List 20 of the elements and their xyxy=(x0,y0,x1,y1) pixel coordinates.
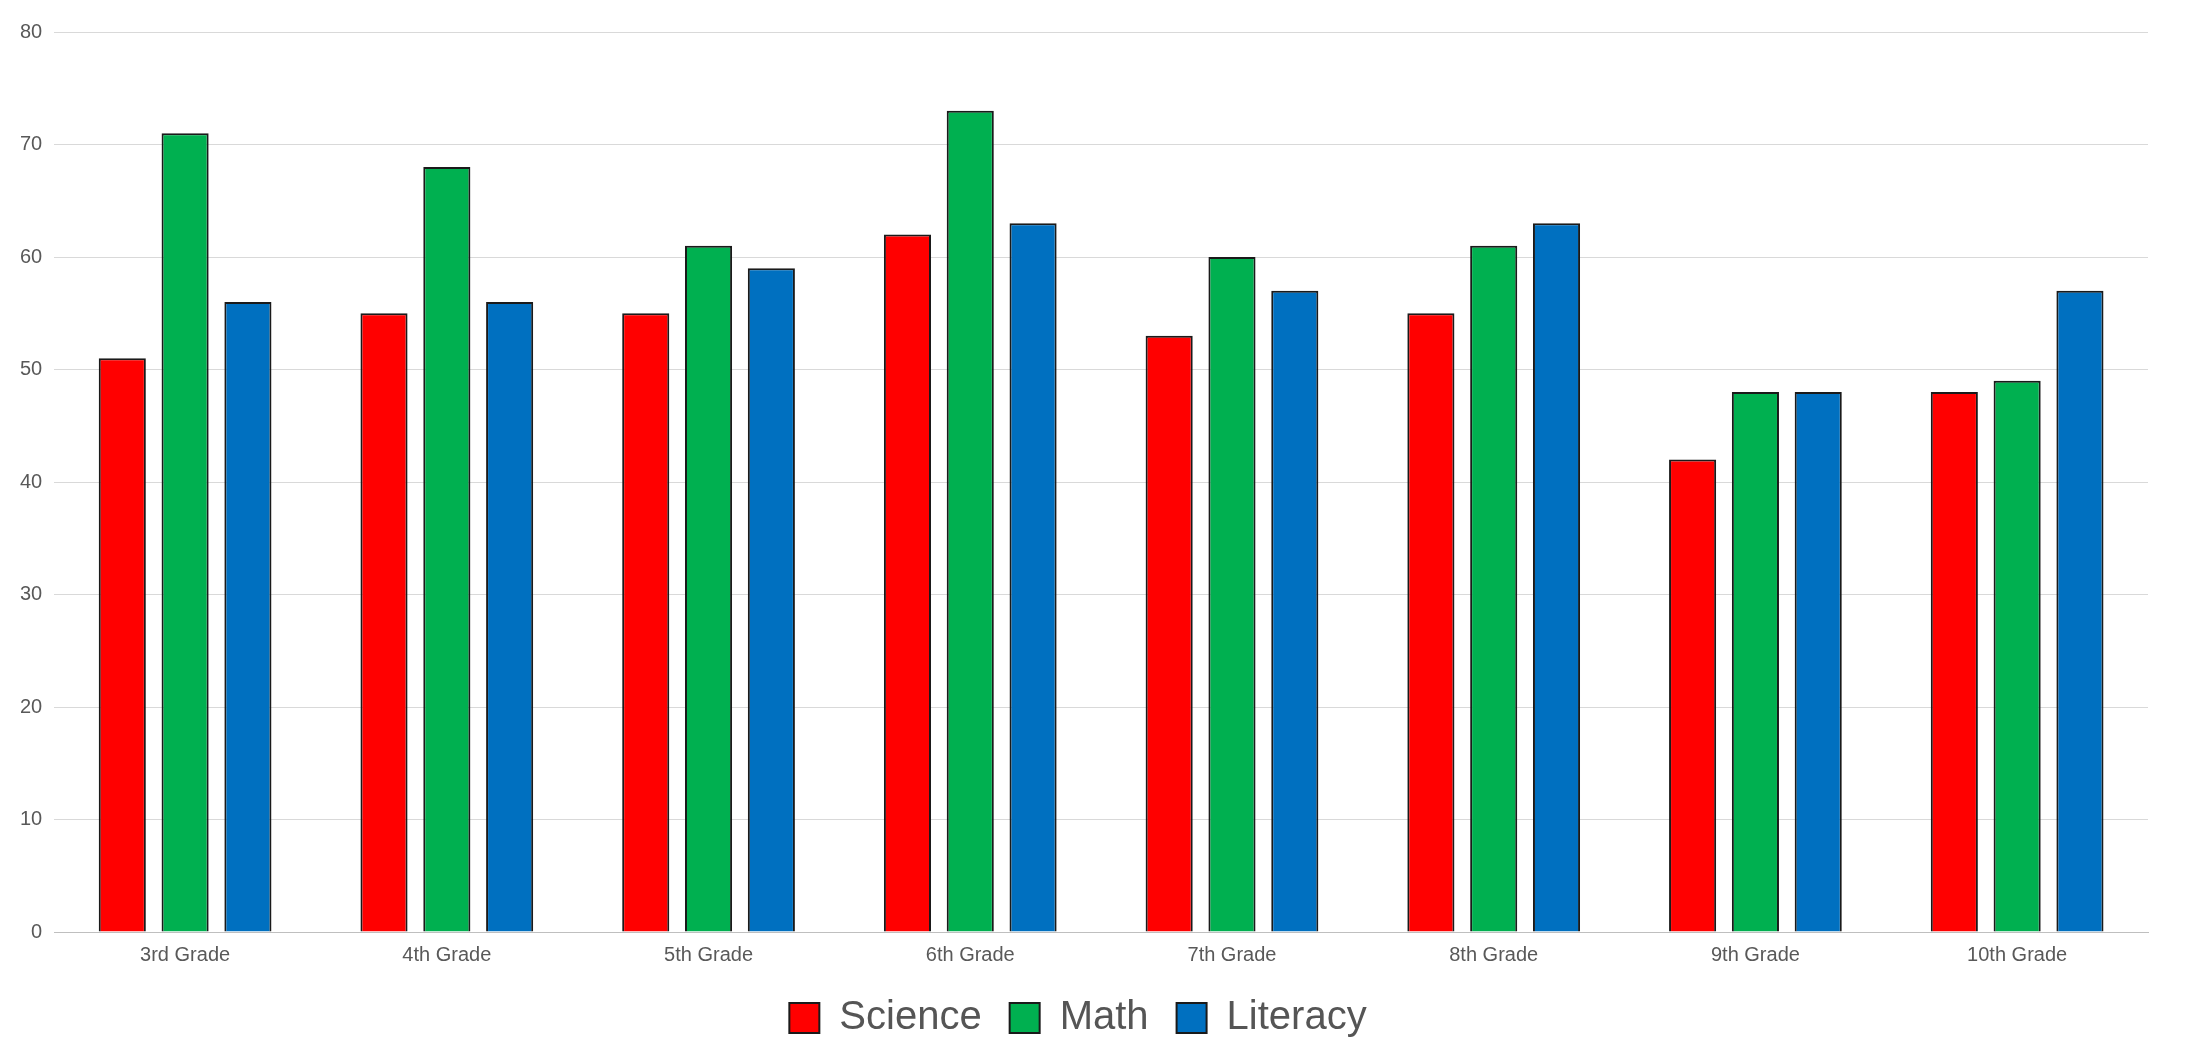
y-tick-label: 60 xyxy=(20,244,43,267)
y-tick-label: 70 xyxy=(20,132,43,155)
x-tick-label: 8th Grade xyxy=(1449,942,1539,965)
x-tick-label: 7th Grade xyxy=(1187,942,1277,965)
legend-label: Literacy xyxy=(1226,993,1367,1038)
x-tick-label: 10th Grade xyxy=(1967,942,2068,965)
x-tick-label: 9th Grade xyxy=(1710,942,1800,965)
y-tick-label: 10 xyxy=(20,807,43,830)
y-tick-label: 30 xyxy=(20,582,43,605)
legend-label: Math xyxy=(1059,993,1149,1038)
x-tick-label: 3rd Grade xyxy=(140,942,231,965)
x-tick-label: 5th Grade xyxy=(664,942,754,965)
y-tick-label: 80 xyxy=(20,19,43,42)
y-tick-label: 0 xyxy=(31,919,43,942)
y-tick-label: 50 xyxy=(20,357,43,380)
y-tick-label: 40 xyxy=(20,469,43,492)
y-tick-label: 20 xyxy=(20,694,43,717)
x-tick-label: 6th Grade xyxy=(925,942,1015,965)
legend-label: Science xyxy=(839,993,982,1038)
x-tick-label: 4th Grade xyxy=(402,942,492,965)
